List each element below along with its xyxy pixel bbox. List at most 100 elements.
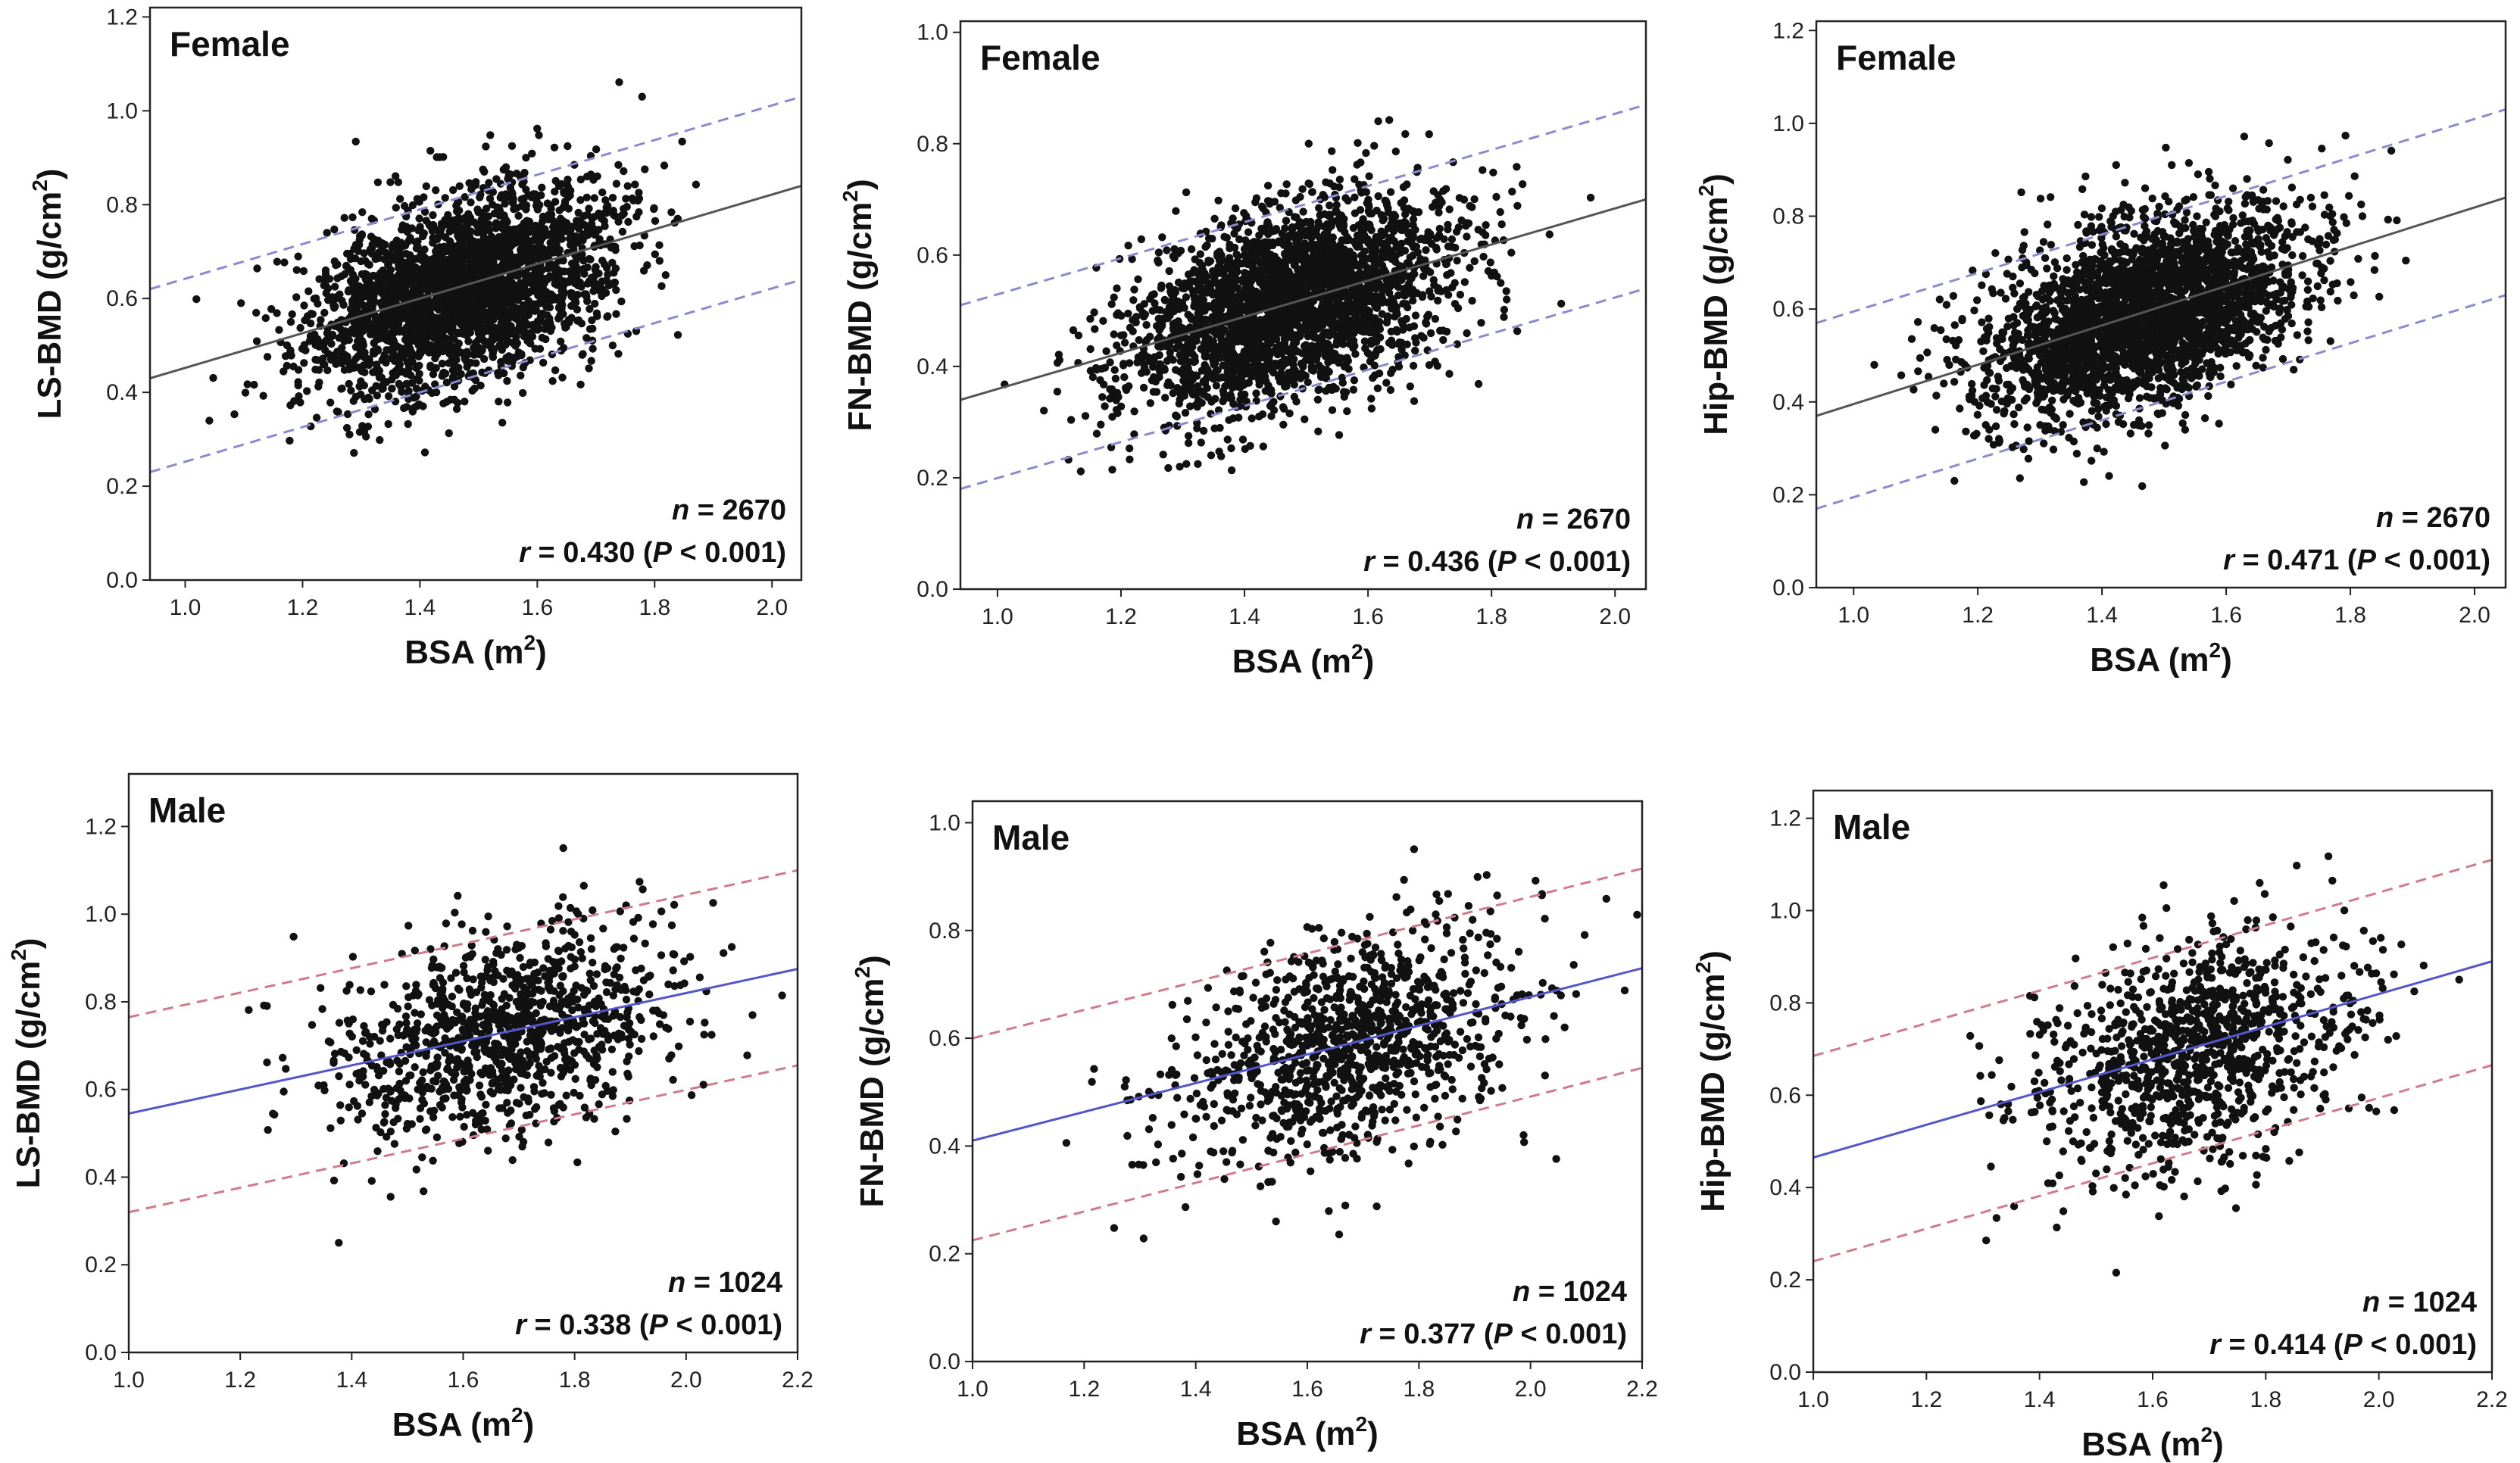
data-point (476, 382, 485, 390)
data-point (1350, 376, 1359, 385)
data-point (1301, 239, 1309, 248)
data-point (422, 260, 430, 268)
data-point (472, 247, 481, 255)
data-point (501, 190, 510, 198)
data-point (1234, 382, 1242, 391)
data-point (612, 310, 620, 318)
data-point (286, 317, 295, 326)
data-point (1099, 317, 1107, 325)
data-point (576, 175, 586, 184)
data-point (1197, 388, 1205, 397)
data-point (323, 229, 331, 237)
data-point (338, 344, 346, 352)
data-point (577, 254, 586, 262)
data-point (1351, 350, 1360, 358)
data-point (568, 289, 576, 298)
data-point (1390, 211, 1398, 219)
data-point (404, 360, 414, 370)
data-point (420, 273, 429, 282)
data-point (292, 293, 301, 301)
data-point (424, 385, 432, 395)
data-point (388, 318, 397, 326)
data-point (392, 172, 400, 180)
data-point (386, 284, 395, 293)
data-point (460, 229, 469, 238)
data-point (372, 382, 380, 390)
data-point (320, 308, 329, 317)
data-point (1466, 264, 1474, 272)
data-point (1347, 277, 1355, 285)
data-point (398, 221, 407, 229)
data-point (590, 194, 598, 202)
data-point (582, 290, 590, 298)
data-point (614, 217, 623, 226)
data-point (403, 379, 411, 388)
data-point (474, 223, 482, 231)
data-point (354, 351, 363, 360)
data-point (458, 310, 467, 319)
data-point (429, 211, 437, 220)
data-point (1137, 235, 1146, 244)
data-point (1108, 413, 1116, 421)
data-point (280, 258, 289, 267)
n-value: = 2670 (689, 494, 786, 526)
data-point (442, 247, 450, 256)
data-point (608, 342, 617, 350)
data-point (608, 258, 617, 267)
data-point (1404, 229, 1413, 239)
data-point (419, 402, 427, 410)
data-point (450, 370, 459, 379)
data-point (1327, 314, 1336, 323)
data-point (611, 264, 620, 273)
data-point (1276, 377, 1285, 386)
data-point (573, 305, 582, 314)
data-point (427, 299, 436, 307)
data-point (384, 420, 392, 429)
data-point (418, 285, 426, 293)
data-point (528, 149, 536, 158)
x-tick-label: 1.2 (287, 595, 319, 620)
data-point (479, 279, 487, 289)
data-point (612, 179, 621, 188)
data-point (448, 217, 456, 225)
data-point (501, 284, 511, 292)
data-point (351, 322, 360, 331)
data-point (358, 338, 367, 347)
data-point (1444, 242, 1453, 251)
y-axis-title-sup: 2 (28, 179, 52, 192)
data-point (1221, 283, 1229, 292)
data-point (408, 201, 417, 210)
data-point (555, 246, 564, 254)
data-point (1370, 361, 1379, 370)
data-point (507, 257, 516, 266)
data-point (1140, 360, 1148, 369)
data-point (1146, 399, 1155, 407)
data-point (1126, 445, 1134, 453)
data-point (1332, 332, 1341, 341)
data-point (501, 199, 509, 208)
data-point (1126, 455, 1134, 463)
data-point (1235, 304, 1244, 312)
data-point (639, 267, 648, 275)
p-value: < 0.001) (672, 537, 786, 569)
data-point (395, 355, 404, 364)
data-point (474, 343, 482, 351)
data-point (1315, 204, 1323, 212)
data-point (437, 293, 445, 301)
data-point (431, 354, 439, 363)
data-point (311, 294, 320, 303)
data-point (535, 131, 543, 139)
y-tick-label: 1.2 (106, 5, 138, 30)
r-annotation: r = 0.430 (P < 0.001) (519, 537, 786, 569)
data-point (307, 310, 315, 318)
data-point (384, 295, 393, 304)
data-point (294, 252, 302, 260)
data-point (1086, 345, 1094, 354)
data-point (345, 249, 354, 258)
data-point (391, 310, 400, 320)
data-point (522, 332, 530, 342)
data-point (1435, 208, 1443, 217)
data-point (650, 204, 658, 214)
data-point (432, 299, 442, 308)
data-point (1399, 326, 1407, 334)
